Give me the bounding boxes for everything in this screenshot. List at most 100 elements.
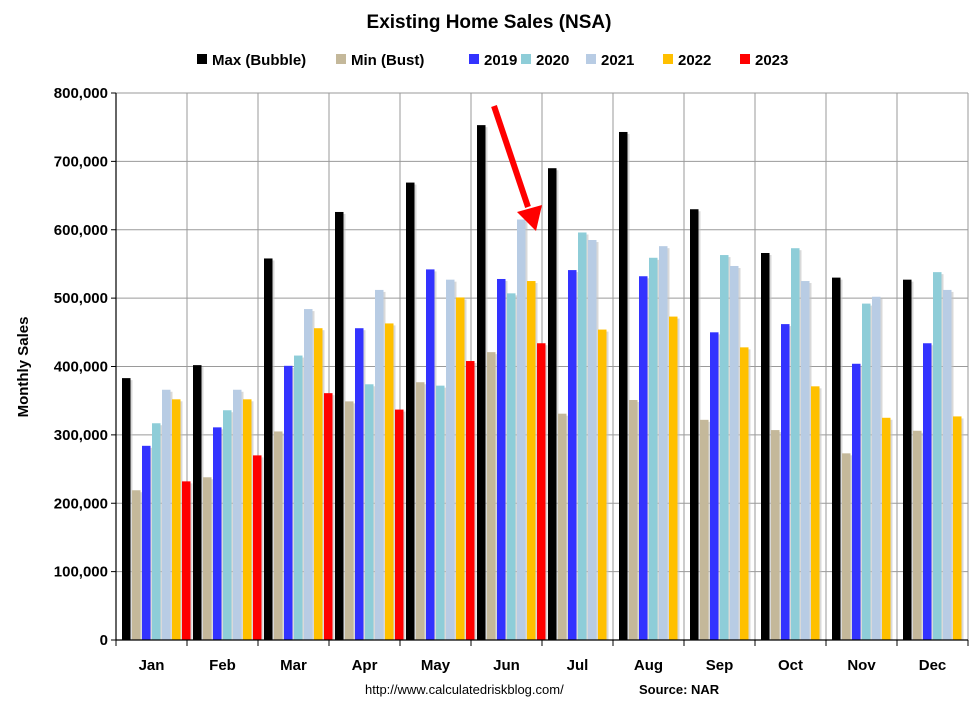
- x-axis-ticks: Jan Feb Mar Apr May Jun Jul Aug Sep Oct Nov Dec: [115, 640, 969, 674]
- x-tick-label: Aug: [634, 657, 663, 674]
- bar: [872, 296, 881, 640]
- bar: [497, 278, 506, 640]
- bar: [690, 209, 699, 641]
- chart-title: Existing Home Sales (NSA): [367, 12, 612, 33]
- bar: [274, 431, 283, 640]
- y-axis-ticks: 0 100,000 200,000 300,000 400,000 500,000 600,…: [54, 85, 116, 649]
- bar: [253, 455, 262, 640]
- bar: [882, 417, 891, 640]
- bar: [416, 382, 425, 640]
- bar: [629, 400, 638, 640]
- x-tick-label: Sep: [706, 657, 734, 674]
- bar: [578, 232, 587, 641]
- bar: [162, 389, 171, 640]
- bar: [385, 323, 394, 640]
- x-tick-label: Jul: [567, 657, 589, 674]
- bar: [324, 393, 333, 640]
- bar: [903, 279, 912, 640]
- bar: [862, 303, 871, 640]
- bar: [264, 258, 273, 640]
- bar: [375, 289, 384, 640]
- x-tick-label: Apr: [352, 657, 378, 674]
- bar: [284, 365, 293, 640]
- legend-label: 2022: [678, 52, 711, 69]
- bar: [842, 453, 851, 640]
- bar: [558, 413, 567, 640]
- y-tick-label: 400,000: [54, 359, 108, 376]
- x-tick-label: May: [421, 657, 451, 674]
- bar: [649, 257, 658, 640]
- y-tick-label: 800,000: [54, 85, 108, 102]
- bar: [801, 281, 810, 640]
- legend-swatch: [521, 54, 531, 64]
- bar: [943, 289, 952, 640]
- bar: [913, 430, 922, 640]
- bar: [953, 416, 962, 640]
- bar: [598, 329, 607, 640]
- y-tick-label: 0: [100, 632, 108, 649]
- y-tick-label: 300,000: [54, 427, 108, 444]
- annotation-arrow: [491, 105, 542, 231]
- bar: [923, 343, 932, 640]
- bar: [639, 276, 648, 640]
- bar: [933, 272, 942, 640]
- legend-label: 2021: [601, 52, 634, 69]
- bar: [132, 490, 141, 640]
- y-tick-label: 700,000: [54, 153, 108, 170]
- footer-source: Source: NAR: [639, 682, 720, 697]
- footer-url: http://www.calculatedriskblog.com/: [365, 682, 564, 697]
- bar: [233, 389, 242, 640]
- bar: [456, 297, 465, 640]
- bar: [122, 378, 131, 640]
- bar: [517, 219, 526, 640]
- x-tick-label: Jun: [493, 657, 520, 674]
- bar: [710, 332, 719, 640]
- bar: [487, 352, 496, 640]
- bar: [669, 316, 678, 640]
- bar: [355, 328, 364, 640]
- bar: [466, 361, 475, 640]
- bar: [507, 293, 516, 640]
- y-tick-label: 200,000: [54, 495, 108, 512]
- bar: [203, 477, 212, 640]
- bar: [852, 363, 861, 640]
- legend-label: 2023: [755, 52, 788, 69]
- bar: [335, 211, 344, 640]
- legend-swatch: [663, 54, 673, 64]
- bar: [568, 270, 577, 640]
- bar: [365, 384, 374, 640]
- bar: [406, 182, 415, 641]
- bar: [761, 252, 770, 640]
- bar: [304, 309, 313, 640]
- bar: [142, 445, 151, 640]
- bar: [193, 365, 202, 640]
- legend-swatch: [586, 54, 596, 64]
- legend-label: 2019: [484, 52, 517, 69]
- bar: [700, 419, 709, 640]
- bar: [314, 328, 323, 640]
- legend-swatch: [469, 54, 479, 64]
- bars: [122, 125, 964, 641]
- bar: [811, 386, 820, 640]
- bar: [548, 168, 557, 640]
- bar: [395, 409, 404, 640]
- bar: [477, 125, 486, 641]
- arrow-head: [517, 205, 542, 231]
- bar: [446, 279, 455, 640]
- bar: [527, 281, 536, 640]
- legend-swatch: [197, 54, 207, 64]
- plot-frame: [115, 93, 968, 641]
- bar: [730, 265, 739, 640]
- legend-label: Max (Bubble): [212, 52, 306, 69]
- x-tick-label: Dec: [919, 657, 947, 674]
- legend-swatch: [740, 54, 750, 64]
- bar: [152, 423, 161, 640]
- x-tick-label: Mar: [280, 657, 307, 674]
- y-tick-label: 500,000: [54, 290, 108, 307]
- bar: [243, 399, 252, 640]
- bar: [537, 343, 546, 640]
- y-tick-label: 600,000: [54, 222, 108, 239]
- bar: [436, 385, 445, 640]
- x-tick-label: Feb: [209, 657, 236, 674]
